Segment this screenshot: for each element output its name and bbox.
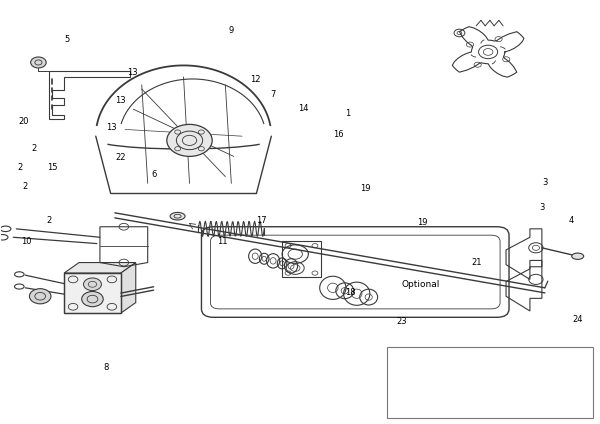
Text: 2: 2: [32, 144, 37, 153]
Circle shape: [82, 292, 103, 307]
Ellipse shape: [170, 212, 185, 220]
Text: 2: 2: [18, 163, 23, 172]
Circle shape: [29, 289, 51, 304]
Text: 18: 18: [346, 287, 356, 296]
Text: 3: 3: [539, 203, 545, 212]
Text: 11: 11: [217, 237, 227, 246]
Circle shape: [83, 278, 101, 290]
FancyBboxPatch shape: [211, 235, 500, 309]
Text: 7: 7: [271, 89, 276, 98]
Text: 20: 20: [19, 117, 29, 126]
Text: 24: 24: [572, 315, 583, 324]
Text: 2: 2: [47, 216, 52, 225]
Text: 5: 5: [64, 35, 70, 44]
Bar: [282, 242, 321, 277]
Text: 21: 21: [471, 258, 481, 267]
Bar: [64, 273, 121, 313]
Text: 14: 14: [298, 104, 308, 113]
Polygon shape: [121, 262, 136, 313]
Text: 23: 23: [396, 317, 407, 326]
Text: 13: 13: [107, 123, 117, 132]
Text: 19: 19: [417, 218, 428, 227]
Text: 19: 19: [361, 184, 371, 193]
Text: 9: 9: [229, 26, 234, 35]
Bar: [64, 273, 121, 313]
Text: E4-02107A-01: E4-02107A-01: [431, 393, 515, 406]
Circle shape: [31, 57, 46, 68]
Text: 8: 8: [103, 363, 109, 372]
Text: 3: 3: [542, 178, 548, 187]
Text: 12: 12: [250, 75, 260, 84]
Text: 6: 6: [151, 170, 157, 179]
Text: 4: 4: [569, 216, 574, 225]
Polygon shape: [64, 262, 136, 273]
Text: 15: 15: [47, 163, 58, 172]
Text: Optional: Optional: [401, 280, 440, 289]
Circle shape: [167, 124, 212, 156]
Text: 13: 13: [116, 96, 126, 105]
Bar: [386, 347, 593, 418]
Text: 10: 10: [21, 237, 32, 246]
Text: 13: 13: [127, 69, 138, 78]
Text: 17: 17: [256, 216, 266, 225]
Ellipse shape: [572, 253, 584, 259]
Text: 1: 1: [345, 109, 350, 117]
Text: 22: 22: [116, 153, 126, 162]
Text: 16: 16: [334, 130, 344, 139]
Text: 2: 2: [23, 182, 28, 191]
